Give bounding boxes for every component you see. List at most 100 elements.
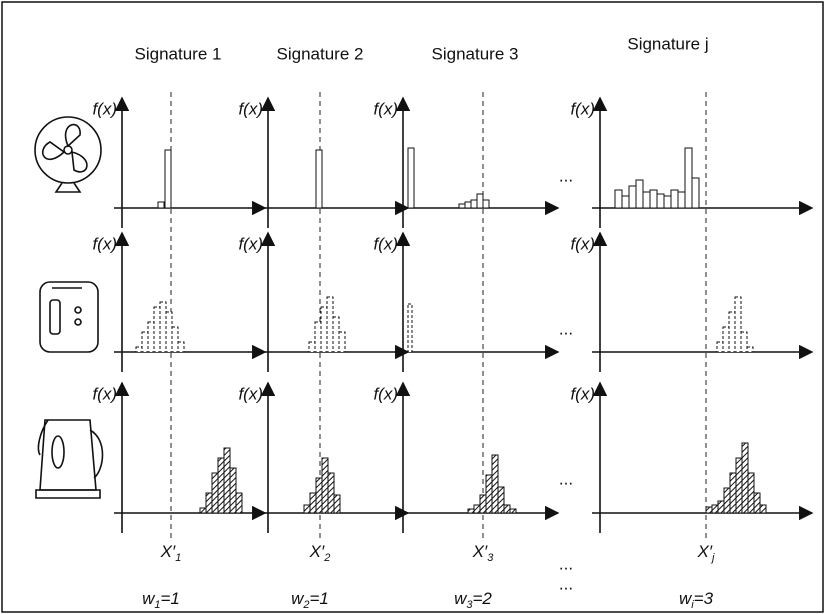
weight-label-base: w [291, 589, 305, 608]
weight-label-rest: =3 [694, 589, 714, 608]
ellipsis: ... [559, 469, 573, 488]
kettle-icon [35, 419, 104, 499]
histogram-bar [211, 472, 219, 514]
column-header: Signature 2 [277, 44, 364, 63]
histogram-bar [407, 147, 415, 209]
ellipsis: ... [559, 554, 573, 573]
histogram-bar [470, 199, 478, 209]
histogram-bar [320, 306, 328, 353]
histogram-bar [205, 492, 213, 514]
histogram-bar [485, 474, 493, 514]
histogram-bar [321, 457, 329, 514]
toaster-icon [39, 281, 99, 353]
histogram-bar [153, 306, 161, 353]
histogram-bar [503, 504, 511, 514]
threshold-label-sub: 2 [323, 552, 330, 564]
histogram-bar [649, 189, 658, 209]
histogram-bar [223, 447, 231, 514]
histogram-bar [759, 504, 767, 514]
histogram-bar [684, 147, 693, 209]
histogram-bar [663, 195, 672, 209]
histogram-bar [753, 492, 761, 514]
axis-label: f(x) [373, 99, 398, 118]
threshold-label-base: X′ [309, 542, 325, 561]
histogram-bar [735, 457, 743, 514]
threshold-label: X′3 [472, 542, 495, 563]
histogram-bar [729, 472, 737, 514]
histogram-bar [309, 492, 317, 514]
histogram-bar [711, 504, 719, 514]
histogram-bar [314, 321, 322, 353]
weight-label: wi=3 [679, 589, 714, 610]
histogram-bar [235, 492, 243, 514]
histogram-bar [171, 326, 179, 353]
histogram-bar [614, 189, 623, 209]
weight-label-sub: 1 [154, 599, 160, 611]
histogram-bar [467, 508, 475, 514]
column-header: Signature 1 [135, 44, 222, 63]
threshold-label-base: X′ [160, 542, 176, 561]
histogram-bar [642, 191, 651, 209]
histogram-bar [635, 179, 644, 209]
histogram-bar [141, 331, 149, 353]
histogram-bar [135, 346, 143, 353]
threshold-label: X′1 [160, 542, 182, 563]
histogram-bar [734, 296, 742, 353]
histogram-bar [476, 193, 484, 209]
histogram-bar [229, 467, 237, 514]
histogram-bar [164, 149, 172, 209]
histogram-bar [741, 442, 749, 514]
weight-label-base: w [679, 589, 693, 608]
histogram-bar [728, 311, 736, 353]
weight-label: w1=1 [142, 589, 180, 610]
weight-label-base: w [142, 589, 156, 608]
histogram-bar [464, 201, 472, 209]
threshold-label-sub: 3 [487, 552, 494, 564]
threshold-label: X′2 [309, 542, 331, 563]
axis-label: f(x) [92, 99, 117, 118]
histogram-bar [157, 201, 165, 209]
histogram-bar [740, 331, 748, 353]
axis-label: f(x) [238, 99, 263, 118]
histogram-bar [473, 504, 481, 514]
histogram-bar [458, 203, 466, 209]
axis-label: f(x) [238, 234, 263, 253]
histogram-bar [159, 301, 167, 353]
histogram-bar [308, 341, 316, 353]
histogram-bar [677, 191, 686, 209]
histogram-bar [747, 472, 755, 514]
column-header: Signature j [627, 34, 708, 53]
weight-label-rest: =1 [161, 589, 180, 608]
axis-label: f(x) [238, 384, 263, 403]
histogram-bar [722, 326, 730, 353]
histogram-bar [491, 454, 499, 514]
histogram-bar [315, 477, 323, 514]
weight-label-sub: 2 [302, 599, 309, 611]
threshold-label-base: X′ [697, 542, 713, 561]
threshold-label-sub: j [710, 552, 715, 564]
histogram-bar [332, 316, 340, 353]
weight-label-base: w [454, 589, 468, 608]
axis-label: f(x) [570, 234, 595, 253]
histogram-bar [326, 296, 334, 353]
histogram-bar [407, 303, 413, 353]
histogram-bar [177, 341, 185, 353]
weight-label-sub: 3 [466, 599, 473, 611]
histogram-bar [147, 321, 155, 353]
threshold-label: X′j [697, 542, 716, 563]
column-header: Signature 3 [432, 44, 519, 63]
axis-label: f(x) [570, 99, 595, 118]
histogram-bar [670, 189, 679, 209]
histogram-bar [746, 346, 754, 353]
histogram-bar [479, 494, 487, 514]
histogram-bar [333, 494, 341, 514]
histogram-bar [691, 177, 700, 209]
axis-label: f(x) [373, 234, 398, 253]
histogram-bar [303, 504, 311, 514]
weight-label: w3=2 [454, 589, 492, 610]
histogram-bar [723, 487, 731, 514]
axis-label: f(x) [92, 234, 117, 253]
histogram-bar [621, 195, 630, 209]
